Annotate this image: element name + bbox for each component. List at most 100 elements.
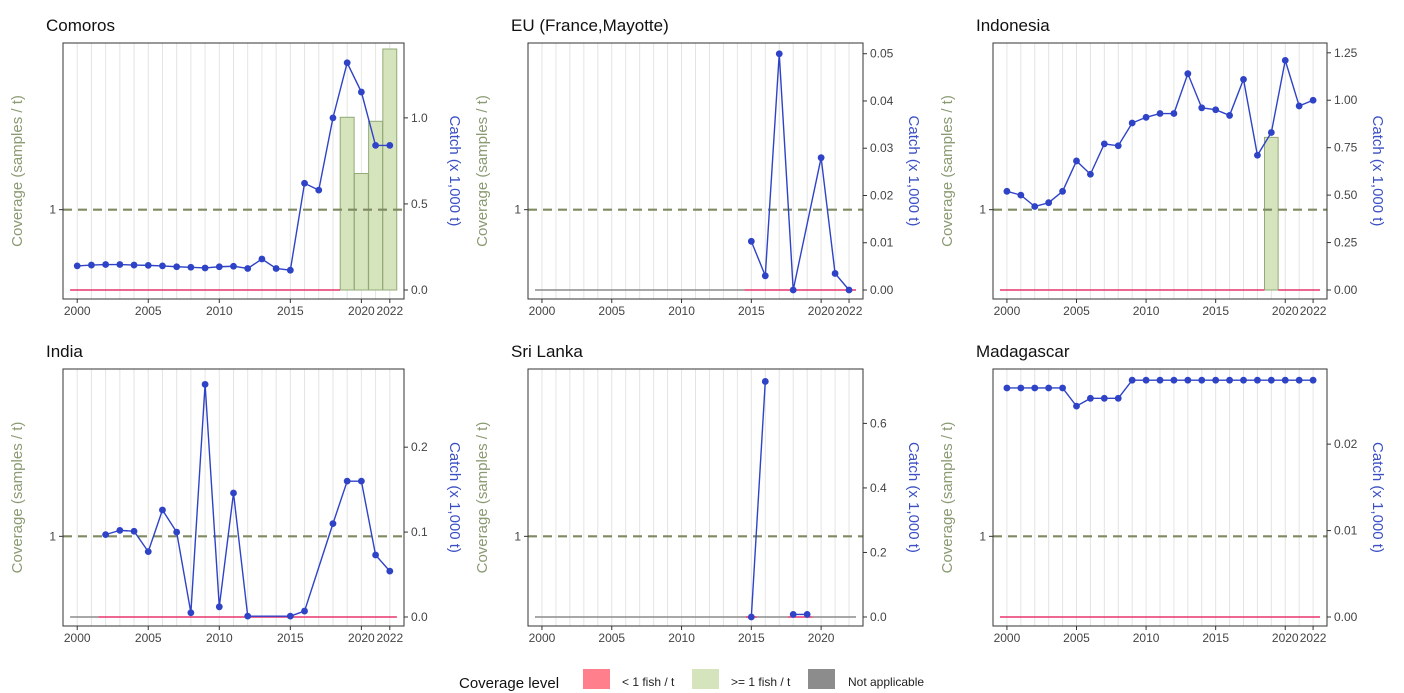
right-tick-label: 0.02 <box>870 188 894 202</box>
right-tick-label: 0.05 <box>870 47 894 61</box>
catch-point <box>159 262 166 270</box>
catch-point <box>102 531 110 539</box>
left-tick-label: 1 <box>979 529 986 543</box>
right-tick-label: 0.2 <box>870 545 887 559</box>
catch-point <box>244 612 252 620</box>
catch-point <box>116 526 124 534</box>
legend-swatch <box>808 669 835 689</box>
catch-point <box>1114 394 1122 402</box>
y-axis-right-label: Catch (x 1,000 t) <box>446 116 463 227</box>
x-tick-label: 2015 <box>1202 304 1229 318</box>
catch-point <box>1128 376 1136 384</box>
catch-point <box>357 88 365 96</box>
right-tick-label: 0.50 <box>1334 188 1358 202</box>
catch-point <box>329 520 337 527</box>
catch-point <box>1073 157 1080 165</box>
catch-point <box>173 263 181 271</box>
catch-point <box>286 266 294 274</box>
right-tick-label: 0.01 <box>870 236 894 250</box>
x-tick-label: 2005 <box>598 304 625 318</box>
chart-panel-5: Sri Lanka 2000 2005 2010 2015 2020 1 0.0 0.2 0.4 0… <box>474 342 922 645</box>
catch-point <box>1240 376 1247 384</box>
catch-point <box>1045 384 1053 392</box>
catch-point <box>130 527 138 535</box>
right-tick-label: 0.2 <box>411 440 428 454</box>
left-tick-label: 1 <box>514 529 521 543</box>
x-tick-label: 2005 <box>598 631 625 645</box>
x-tick-label: 2010 <box>206 631 233 645</box>
right-tick-label: 0.5 <box>411 197 428 211</box>
catch-point <box>301 607 308 615</box>
legend-item-label: >= 1 fish / t <box>731 675 791 689</box>
catch-point <box>1226 376 1233 384</box>
right-tick-label: 0.1 <box>411 525 428 539</box>
panel-border <box>992 42 1328 300</box>
catch-point <box>372 551 379 559</box>
catch-point <box>1059 187 1066 195</box>
panel-border <box>992 368 1328 627</box>
y-axis-left-label: Coverage (samples / t) <box>9 422 26 574</box>
catch-point <box>761 272 769 280</box>
x-tick-label: 2020 <box>808 631 835 645</box>
panel-border <box>527 368 864 627</box>
catch-point <box>1087 170 1094 178</box>
catch-point <box>1114 142 1122 150</box>
catch-point <box>1212 376 1220 384</box>
x-tick-label: 2005 <box>135 304 162 318</box>
y-axis-left-label: Coverage (samples / t) <box>474 95 491 247</box>
catch-point <box>747 613 755 621</box>
catch-point <box>1295 376 1303 384</box>
catch-point <box>215 603 223 611</box>
x-tick-label: 2022 <box>376 631 403 645</box>
catch-point <box>230 489 237 497</box>
catch-point <box>144 261 152 269</box>
x-tick-label: 2005 <box>135 631 162 645</box>
catch-point <box>1170 376 1178 384</box>
catch-point <box>1198 104 1206 112</box>
catch-point <box>1100 394 1108 402</box>
y-axis-left-label: Coverage (samples / t) <box>939 95 956 247</box>
coverage-bar <box>1264 136 1279 291</box>
x-tick-label: 2010 <box>206 304 233 318</box>
catch-point <box>1309 96 1317 104</box>
catch-point <box>159 506 166 514</box>
y-axis-right-label: Catch (x 1,000 t) <box>905 116 922 227</box>
catch-point <box>1003 187 1011 195</box>
catch-point <box>747 237 755 245</box>
left-tick-label: 1 <box>49 203 56 217</box>
panel-title: Madagascar <box>976 342 1070 361</box>
x-tick-label: 2010 <box>1133 631 1160 645</box>
right-tick-label: 1.25 <box>1334 46 1358 60</box>
chart-panel-4: India 2000 2005 2010 2015 2020 2022 1 0.0 0.1 0.2 C… <box>9 342 463 645</box>
panel-border <box>62 42 405 300</box>
right-tick-label: 0.0 <box>870 610 887 624</box>
x-tick-label: 2020 <box>808 304 835 318</box>
x-tick-label: 2000 <box>64 304 91 318</box>
catch-point <box>1059 384 1066 392</box>
y-axis-right-label: Catch (x 1,000 t) <box>1369 442 1386 553</box>
x-tick-label: 2015 <box>738 304 765 318</box>
catch-point <box>1309 376 1317 384</box>
right-tick-label: 0.4 <box>870 481 887 495</box>
chart-panel-1: Comoros 2000 2005 2010 2015 2020 2022 1 0.0 0.5 1.… <box>9 16 463 318</box>
x-tick-label: 2000 <box>529 304 556 318</box>
catch-point <box>173 528 181 536</box>
catch-point <box>817 154 825 162</box>
catch-point <box>372 142 379 149</box>
x-tick-label: 2015 <box>1202 631 1229 645</box>
catch-point <box>116 261 124 268</box>
right-tick-label: 0.02 <box>1334 437 1358 451</box>
catch-point <box>386 567 394 575</box>
panel-border <box>62 368 405 627</box>
catch-point <box>187 263 195 271</box>
legend-swatch <box>583 669 610 689</box>
catch-point <box>315 186 323 194</box>
x-tick-label: 2022 <box>836 304 863 318</box>
catch-point <box>187 609 195 617</box>
x-tick-label: 2000 <box>994 631 1021 645</box>
catch-point <box>1295 102 1303 110</box>
catch-point <box>1212 106 1220 114</box>
catch-point <box>1184 376 1192 384</box>
x-tick-label: 2010 <box>668 631 695 645</box>
